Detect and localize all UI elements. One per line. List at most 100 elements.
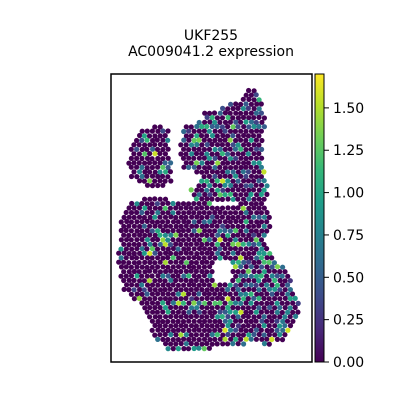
- spot-point: [235, 223, 241, 229]
- spot-point: [256, 196, 262, 202]
- spot-point: [199, 169, 205, 175]
- spot-point: [152, 332, 158, 338]
- spot-point: [131, 151, 137, 157]
- spot-point: [225, 124, 231, 130]
- spot-point: [209, 313, 215, 320]
- spot-point: [241, 341, 247, 347]
- spot-point: [183, 295, 189, 301]
- spot-point: [225, 223, 231, 230]
- spot-point: [144, 237, 151, 243]
- spot-point: [259, 137, 265, 144]
- spot-point: [251, 278, 257, 284]
- spot-point: [261, 287, 267, 293]
- spot-point: [209, 141, 215, 148]
- spot-point: [202, 119, 208, 125]
- spot-point: [142, 151, 148, 157]
- spot-point: [222, 309, 228, 315]
- spot-point: [251, 106, 257, 112]
- spot-point: [152, 278, 158, 284]
- spot-point: [134, 246, 140, 252]
- spot-point: [246, 187, 252, 193]
- spot-point: [243, 192, 249, 198]
- spot-point: [160, 309, 166, 315]
- spot-point: [261, 124, 267, 130]
- spot-point: [157, 259, 163, 265]
- spot-point: [157, 287, 164, 293]
- spot-point: [233, 309, 239, 315]
- spot-point: [269, 327, 275, 333]
- spot-point: [253, 164, 260, 170]
- spot-point: [131, 160, 137, 166]
- spot-point: [126, 214, 132, 220]
- spot-point: [181, 164, 187, 170]
- spot-point: [285, 327, 291, 333]
- spot-point: [235, 332, 242, 338]
- spot-point: [289, 291, 296, 297]
- spot-point: [173, 323, 179, 329]
- spot-point: [160, 237, 166, 243]
- spot-point: [233, 273, 239, 279]
- spot-point: [157, 314, 163, 320]
- spot-point: [152, 196, 158, 202]
- spot-point: [253, 201, 259, 207]
- spot-point: [180, 318, 187, 325]
- spot-point: [136, 260, 142, 266]
- spot-point: [238, 291, 244, 297]
- spot-point: [217, 164, 223, 170]
- spot-point: [230, 169, 236, 175]
- spot-point: [206, 110, 213, 116]
- spot-point: [293, 313, 299, 319]
- spot-point: [261, 341, 268, 347]
- spot-point: [206, 291, 212, 297]
- spot-point: [204, 269, 210, 275]
- spot-point: [123, 246, 129, 252]
- spot-point: [178, 268, 184, 275]
- spot-point: [264, 273, 270, 279]
- spot-point: [214, 123, 220, 130]
- spot-point: [227, 128, 234, 134]
- spot-point: [212, 146, 218, 153]
- spot-point: [183, 205, 189, 211]
- spot-point: [186, 219, 192, 225]
- spot-point: [152, 305, 158, 311]
- spot-point: [219, 196, 225, 202]
- spot-point: [246, 214, 252, 220]
- spot-point: [258, 327, 264, 333]
- spot-point: [243, 273, 249, 279]
- spot-point: [266, 277, 272, 283]
- spot-point: [256, 160, 262, 166]
- colorbar-tick-label: 1.50: [333, 101, 364, 117]
- spot-point: [243, 101, 249, 107]
- spot-point: [269, 273, 275, 279]
- spot-point: [191, 128, 197, 134]
- spot-point: [152, 133, 158, 139]
- spot-point: [188, 142, 195, 148]
- spot-point: [253, 264, 260, 270]
- spot-point: [175, 327, 181, 333]
- spot-point: [217, 128, 223, 134]
- spot-point: [204, 277, 210, 283]
- spot-point: [196, 291, 202, 297]
- spot-point: [259, 155, 265, 161]
- spot-point: [243, 246, 249, 252]
- spot-point: [194, 251, 200, 257]
- spot-point: [149, 255, 155, 261]
- spot-point: [144, 228, 150, 234]
- spot-point: [238, 336, 244, 342]
- spot-point: [240, 305, 246, 311]
- spot-point: [272, 332, 278, 338]
- spot-point: [251, 259, 257, 266]
- spot-point: [227, 309, 233, 315]
- spot-point: [209, 269, 215, 275]
- spot-point: [157, 141, 163, 148]
- spot-point: [258, 201, 265, 207]
- spot-point: [149, 219, 155, 225]
- spot-point: [232, 146, 238, 152]
- spot-point: [217, 219, 223, 225]
- spot-point: [116, 259, 122, 265]
- spot-point: [196, 337, 202, 343]
- spot-point: [147, 223, 153, 229]
- spot-point: [251, 115, 257, 121]
- spot-point: [154, 219, 161, 225]
- spot-point: [186, 137, 192, 143]
